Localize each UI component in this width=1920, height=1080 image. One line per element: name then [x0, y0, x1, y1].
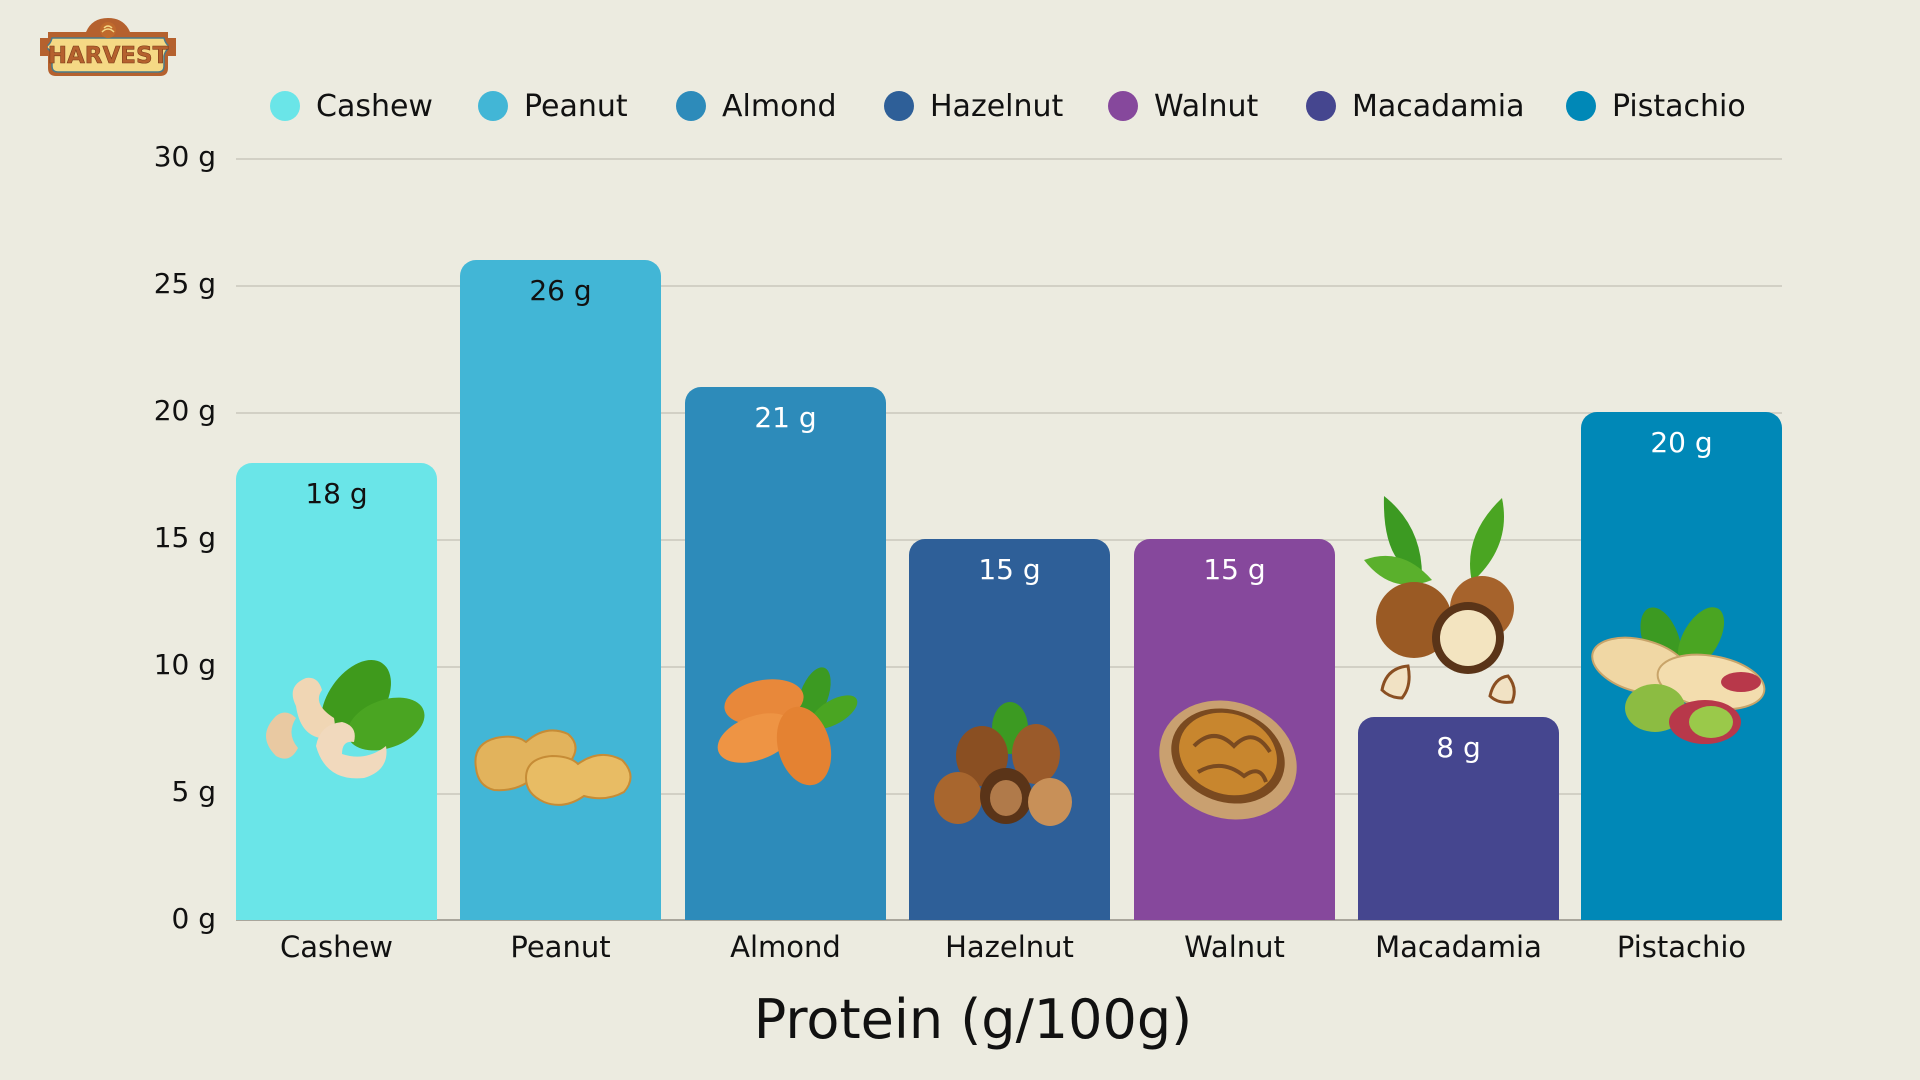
legend-item-macadamia[interactable]: Macadamia: [1306, 84, 1525, 128]
bar-peanut[interactable]: 26 g: [460, 260, 661, 920]
bar-value-label: 26 g: [529, 274, 592, 307]
almond-icon: [717, 667, 858, 786]
legend-item-hazelnut[interactable]: Hazelnut: [884, 84, 1063, 128]
plot-area: 18 g 26 g 21 g 15 g 15 g 8 g 20 g: [236, 158, 1782, 921]
bar-macadamia[interactable]: 8 g: [1358, 717, 1559, 920]
x-tick-hazelnut: Hazelnut: [945, 930, 1074, 964]
y-tick-0: 0 g: [171, 902, 217, 935]
legend-swatch: [1306, 91, 1336, 121]
gridline-25: [236, 285, 1782, 287]
legend-label: Walnut: [1154, 88, 1259, 124]
bar-value-label: 21 g: [754, 401, 817, 434]
legend-swatch: [270, 91, 300, 121]
legend-label: Almond: [722, 88, 837, 124]
bar-almond[interactable]: 21 g: [685, 387, 886, 920]
x-tick-walnut: Walnut: [1184, 930, 1285, 964]
x-tick-pistachio: Pistachio: [1616, 930, 1747, 964]
legend-label: Peanut: [524, 88, 628, 124]
walnut-icon: [1159, 700, 1297, 820]
legend-swatch: [478, 91, 508, 121]
gridline-30: [236, 158, 1782, 160]
svg-text:HARVEST: HARVEST: [48, 43, 169, 69]
legend-swatch: [884, 91, 914, 121]
bar-value-label: 15 g: [1203, 553, 1266, 586]
legend-swatch: [676, 91, 706, 121]
x-axis-title: Protein (g/100g): [753, 988, 1193, 1051]
x-tick-peanut: Peanut: [510, 930, 611, 964]
legend-item-peanut[interactable]: Peanut: [478, 84, 628, 128]
y-tick-5: 5 g: [171, 775, 217, 808]
legend-item-almond[interactable]: Almond: [676, 84, 837, 128]
legend-label: Cashew: [316, 88, 433, 124]
legend-item-cashew[interactable]: Cashew: [270, 84, 433, 128]
legend-item-pistachio[interactable]: Pistachio: [1566, 84, 1746, 128]
x-tick-almond: Almond: [730, 930, 841, 964]
harvest-logo: HARVEST: [40, 18, 176, 76]
y-tick-15: 15 g: [153, 521, 216, 554]
legend-item-walnut[interactable]: Walnut: [1108, 84, 1258, 128]
cashew-icon: [266, 660, 425, 779]
pistachio-icon: [1591, 607, 1766, 744]
y-tick-30: 30 g: [153, 140, 216, 173]
legend-label: Hazelnut: [930, 88, 1064, 124]
y-tick-10: 10 g: [153, 648, 216, 681]
y-tick-20: 20 g: [153, 394, 216, 427]
chart-legend: Cashew Peanut Almond Hazelnut Walnut Mac…: [0, 84, 1920, 128]
y-tick-25: 25 g: [153, 267, 216, 300]
bar-value-label: 18 g: [305, 477, 368, 510]
legend-swatch: [1108, 91, 1138, 121]
hazelnut-icon: [934, 702, 1072, 826]
legend-label: Macadamia: [1352, 88, 1525, 124]
legend-swatch: [1566, 91, 1596, 121]
bar-value-label: 20 g: [1650, 426, 1713, 459]
macadamia-icon: [1364, 496, 1516, 704]
peanut-icon: [474, 729, 632, 806]
x-axis-baseline: [236, 919, 1782, 921]
x-tick-macadamia: Macadamia: [1375, 930, 1542, 964]
x-tick-cashew: Cashew: [279, 930, 394, 964]
bar-value-label: 8 g: [1436, 731, 1481, 764]
bar-value-label: 15 g: [978, 553, 1041, 586]
legend-label: Pistachio: [1612, 88, 1746, 124]
gridline-20: [236, 412, 1782, 414]
